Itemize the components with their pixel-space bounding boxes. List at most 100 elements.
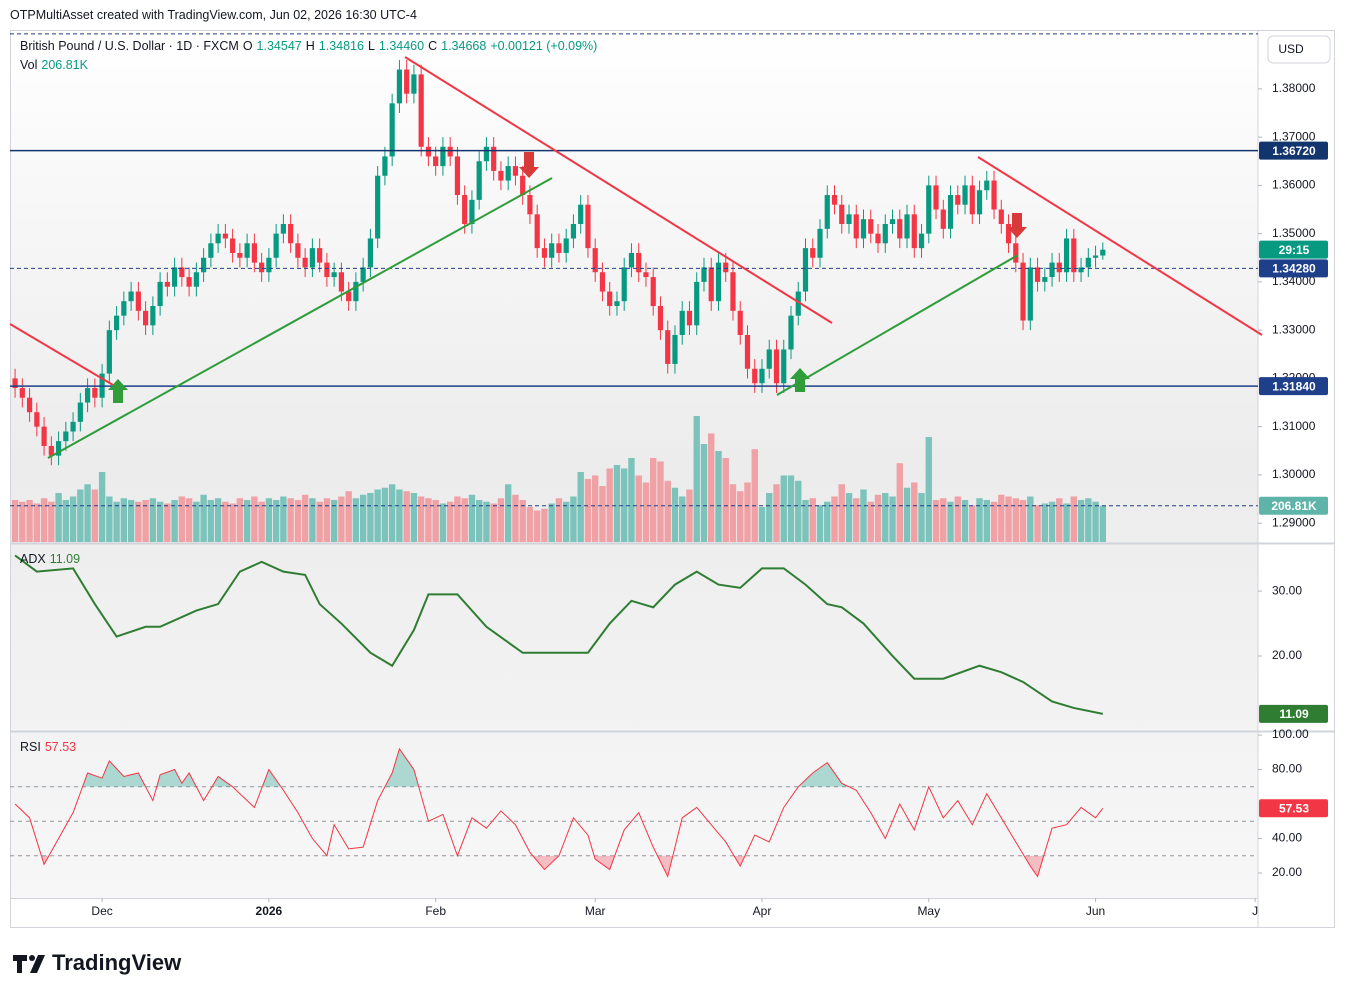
axis-layer: USD 206.81K1.290001.300001.310001.320001… xyxy=(91,35,1331,918)
candle-body xyxy=(897,219,903,239)
volume-bar xyxy=(98,471,106,542)
candle-body xyxy=(621,267,627,302)
volume-bar xyxy=(947,501,954,542)
volume-bar xyxy=(454,496,461,542)
volume-bar xyxy=(664,480,671,542)
volume-bar xyxy=(983,499,990,542)
x-tick-label: May xyxy=(917,904,940,918)
axis-badge xyxy=(1259,704,1328,723)
candle-body xyxy=(92,388,98,398)
ohlc-value: 1.34816 xyxy=(318,39,364,53)
candle-body xyxy=(491,146,497,171)
candle-body xyxy=(860,219,867,239)
volume-bar xyxy=(120,498,128,542)
volume-bar xyxy=(766,492,773,542)
volume-bar xyxy=(889,496,896,542)
candle-body xyxy=(186,277,192,287)
candle-body xyxy=(991,180,997,210)
volume-bar xyxy=(483,501,490,542)
volume-bar xyxy=(838,484,845,542)
arrow-down xyxy=(519,152,539,178)
y-tick-label: 20.00 xyxy=(1272,648,1302,662)
volume-bar xyxy=(396,489,403,542)
volume-bar xyxy=(773,484,780,542)
price-legend: British Pound / U.S. Dollar · 1D · FXCM O… xyxy=(20,39,601,53)
axis-badge xyxy=(1259,259,1328,278)
volume-bar xyxy=(425,498,432,542)
candle-body xyxy=(1063,238,1070,273)
volume-bar xyxy=(780,475,787,542)
axis-badge-label: 1.31840 xyxy=(1272,379,1316,393)
currency-label[interactable]: USD xyxy=(1278,42,1304,56)
volume-bar xyxy=(287,498,294,542)
candle-body xyxy=(1071,238,1077,273)
candle-body xyxy=(817,228,823,258)
x-tick-label: 2026 xyxy=(256,904,283,918)
candle-body xyxy=(962,185,968,205)
candle-body xyxy=(34,412,40,427)
volume-bar xyxy=(592,475,599,542)
candle-body xyxy=(433,156,439,167)
volume-bar xyxy=(84,484,91,542)
indicator-line xyxy=(14,554,1104,715)
candle-body xyxy=(331,272,337,278)
volume-bar xyxy=(156,501,164,542)
candle-body xyxy=(679,310,685,335)
candle-body xyxy=(157,281,163,307)
candle-body xyxy=(1056,262,1062,273)
y-tick-label: 1.36000 xyxy=(1272,178,1316,192)
volume-bar xyxy=(1034,505,1041,542)
volume-bar xyxy=(381,487,389,542)
volume-bar xyxy=(635,475,642,542)
candle-body xyxy=(121,301,127,316)
volume-bar xyxy=(816,505,824,542)
volume-bar xyxy=(1099,505,1107,542)
trendline xyxy=(9,323,114,386)
x-tick-label: Feb xyxy=(425,904,446,918)
candle-body xyxy=(302,257,308,268)
x-tick-label: Apr xyxy=(753,904,772,918)
candle-body xyxy=(701,267,707,282)
legend-name: ADX xyxy=(20,552,46,566)
volume-bar xyxy=(164,503,171,542)
candle-body xyxy=(868,219,874,234)
change: +0.00121 (+0.09%) xyxy=(490,39,598,53)
axis-badge-label: 11.09 xyxy=(1279,707,1309,721)
candle-body xyxy=(55,441,62,456)
volume-bar xyxy=(1012,498,1019,542)
candle-body xyxy=(918,233,925,249)
volume-bar xyxy=(40,498,48,542)
candle-body xyxy=(889,219,896,224)
candle-body xyxy=(201,257,207,273)
candle-body xyxy=(440,146,446,167)
candle-body xyxy=(686,310,693,326)
axis-badge xyxy=(1259,799,1328,818)
candle-body xyxy=(636,252,642,273)
volume-bar xyxy=(903,487,911,542)
candle-body xyxy=(259,262,265,273)
volume-bar xyxy=(33,503,41,542)
candle-body xyxy=(360,267,366,282)
candle-body xyxy=(19,388,25,398)
candle-body xyxy=(781,349,787,384)
volume-bar xyxy=(11,499,19,542)
volume-bar xyxy=(998,494,1005,542)
volume-bar xyxy=(1092,501,1099,542)
volume-bar xyxy=(1070,496,1078,542)
volume-bar xyxy=(809,498,816,542)
y-tick-label: 80.00 xyxy=(1272,762,1302,776)
ohlc-key: C xyxy=(428,39,438,53)
volume-bar xyxy=(388,484,396,542)
candle-body xyxy=(106,330,112,374)
volume-bar xyxy=(106,496,113,542)
candle-body xyxy=(346,291,352,302)
volume-bar xyxy=(193,501,200,542)
candle-body xyxy=(222,233,228,239)
volume-bar xyxy=(795,480,802,542)
volume-bar xyxy=(48,501,55,542)
currency-button[interactable] xyxy=(1267,35,1331,64)
volume-bar xyxy=(301,494,309,542)
candle-body xyxy=(208,243,214,258)
candle-body xyxy=(193,272,199,287)
